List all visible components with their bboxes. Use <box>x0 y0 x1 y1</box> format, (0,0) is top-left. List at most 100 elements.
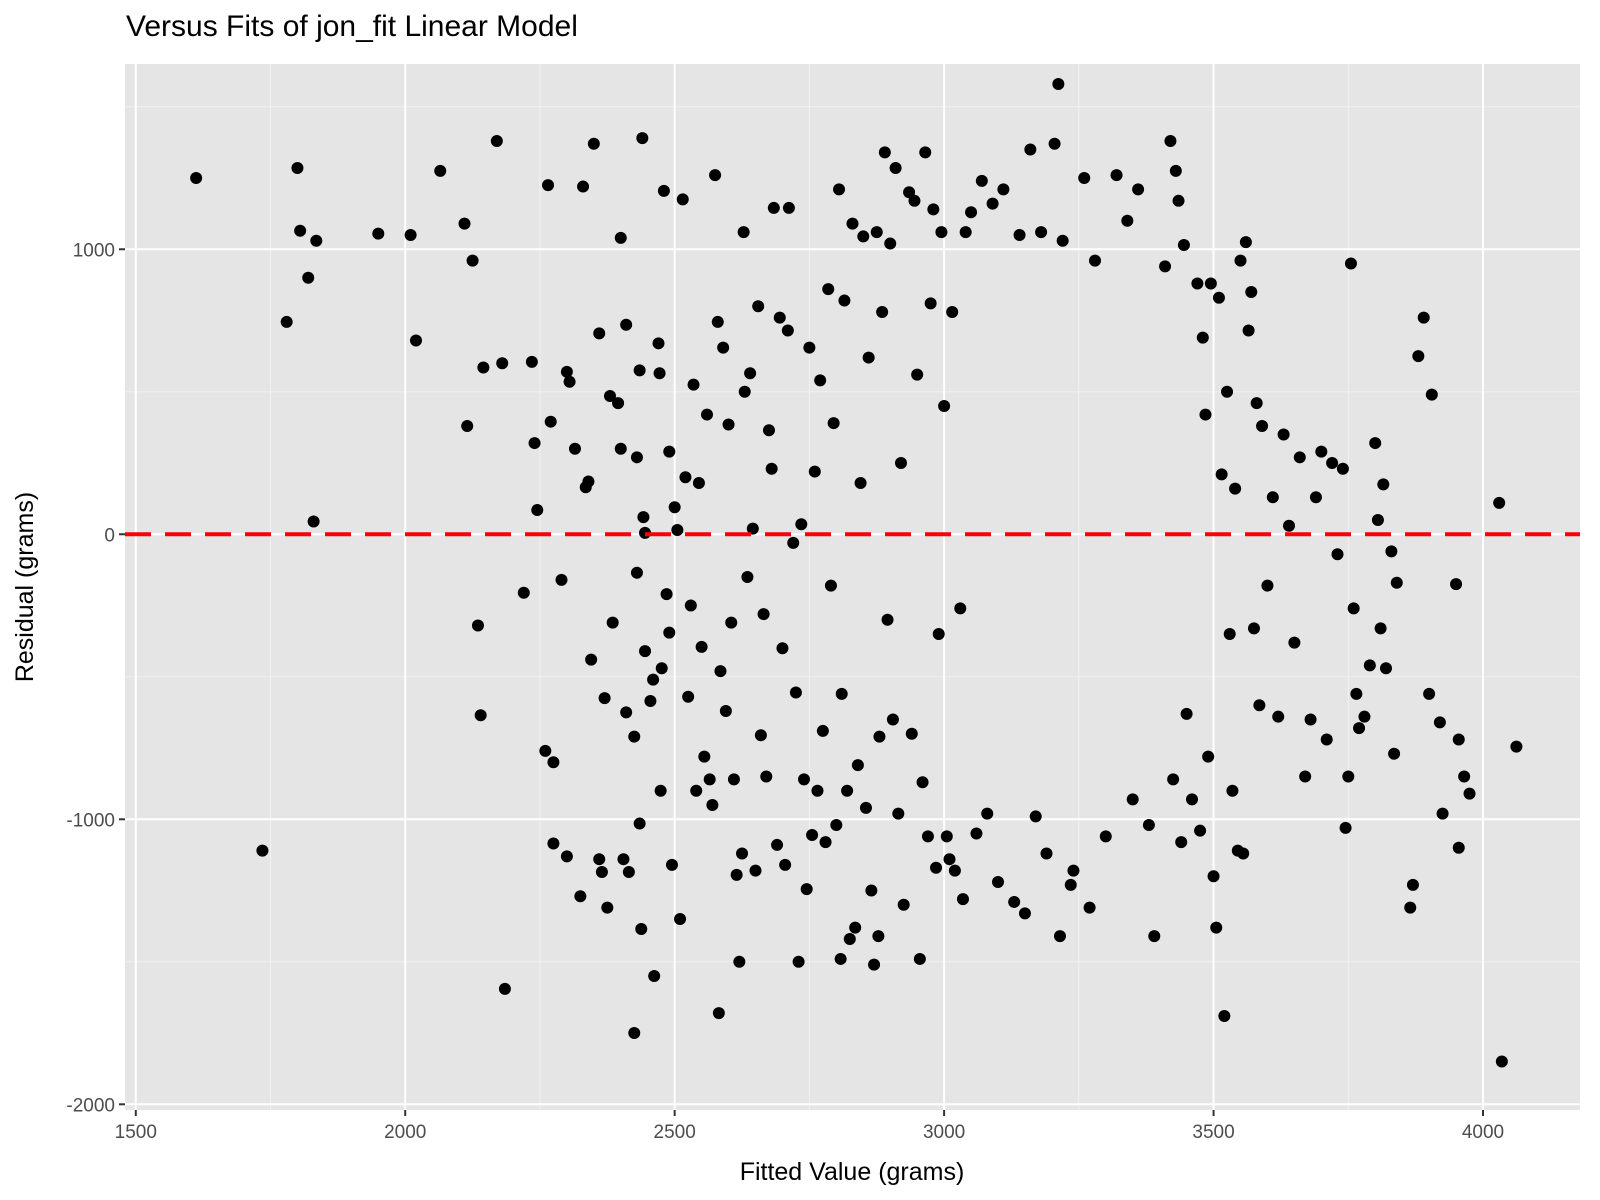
data-point <box>1110 169 1123 182</box>
data-point <box>560 850 573 863</box>
data-point <box>1304 713 1317 726</box>
data-point <box>765 462 778 475</box>
data-point <box>811 784 824 797</box>
data-point <box>773 311 786 324</box>
x-tick-label: 3500 <box>1192 1122 1234 1143</box>
data-point <box>895 457 907 470</box>
data-point <box>1495 1055 1508 1068</box>
data-point <box>528 437 541 450</box>
data-point <box>698 750 711 763</box>
data-point <box>474 709 487 722</box>
data-point <box>1175 836 1188 849</box>
data-point <box>639 645 652 658</box>
data-point <box>903 186 916 199</box>
data-point <box>970 827 983 840</box>
data-points <box>190 77 1523 1068</box>
data-point <box>986 197 999 210</box>
data-point <box>647 673 660 686</box>
data-point <box>1167 773 1180 786</box>
data-point <box>1172 194 1185 207</box>
data-point <box>654 784 667 797</box>
data-point <box>975 174 988 187</box>
y-axis-title: Residual (grams) <box>11 492 39 682</box>
data-point <box>604 390 616 403</box>
data-point <box>930 861 943 874</box>
data-point <box>635 923 648 936</box>
data-point <box>806 828 819 841</box>
data-point <box>997 183 1010 196</box>
data-point <box>663 626 676 639</box>
data-point <box>760 770 773 783</box>
data-point <box>674 913 687 926</box>
data-point <box>738 385 751 398</box>
data-point <box>671 523 684 536</box>
data-point <box>682 690 695 703</box>
data-point <box>1121 214 1134 227</box>
data-point <box>1423 687 1436 700</box>
data-point <box>1452 841 1465 854</box>
data-point <box>767 201 780 214</box>
data-point <box>857 230 870 243</box>
data-point <box>746 522 759 535</box>
data-point <box>676 193 689 206</box>
data-point <box>1385 545 1398 558</box>
data-point <box>1388 747 1401 760</box>
data-point <box>595 866 608 879</box>
data-point <box>587 137 600 150</box>
data-point <box>601 901 614 914</box>
data-point <box>410 334 422 347</box>
y-tick-labels: -2000 -1000 0 1000 <box>66 240 115 1116</box>
data-point <box>1247 622 1260 635</box>
data-point <box>1288 636 1301 649</box>
data-point <box>1067 864 1080 877</box>
data-point <box>948 864 961 877</box>
data-point <box>434 164 447 177</box>
data-point <box>636 132 649 145</box>
data-point <box>1126 793 1139 806</box>
minor-gridlines <box>125 64 1580 1110</box>
data-point <box>256 844 269 857</box>
data-point <box>816 724 829 737</box>
data-point <box>757 608 770 621</box>
data-point <box>787 536 800 549</box>
data-point <box>1299 770 1312 783</box>
data-point <box>466 254 479 267</box>
data-point <box>827 417 840 430</box>
data-point <box>1215 468 1228 481</box>
data-point <box>1412 350 1425 363</box>
data-point <box>687 378 700 391</box>
data-point <box>593 327 606 340</box>
x-tick-label: 2000 <box>384 1122 426 1143</box>
data-point <box>1148 930 1161 943</box>
data-point <box>568 442 581 455</box>
data-point <box>310 234 323 247</box>
data-point <box>622 866 635 879</box>
data-point <box>754 729 767 742</box>
data-point <box>1342 770 1355 783</box>
data-point <box>1293 451 1306 464</box>
data-point <box>620 318 633 331</box>
data-point <box>1078 172 1091 185</box>
data-point <box>897 898 910 911</box>
data-point <box>1204 277 1217 290</box>
data-point <box>924 297 937 310</box>
data-point <box>598 692 611 705</box>
data-point <box>1024 143 1037 156</box>
data-point <box>404 229 417 242</box>
data-point <box>886 713 899 726</box>
data-point <box>1210 921 1223 934</box>
data-point <box>776 642 789 655</box>
data-point <box>648 970 661 983</box>
data-point <box>614 442 627 455</box>
data-point <box>1277 428 1290 441</box>
data-point <box>1218 1009 1231 1022</box>
data-point <box>932 628 945 641</box>
chart-title: Versus Fits of jon_fit Linear Model <box>126 10 578 43</box>
x-tick-label: 3000 <box>923 1122 965 1143</box>
data-point <box>1226 784 1239 797</box>
data-point <box>1377 478 1390 491</box>
data-point <box>781 324 794 337</box>
data-point <box>835 687 848 700</box>
data-point <box>892 807 905 820</box>
